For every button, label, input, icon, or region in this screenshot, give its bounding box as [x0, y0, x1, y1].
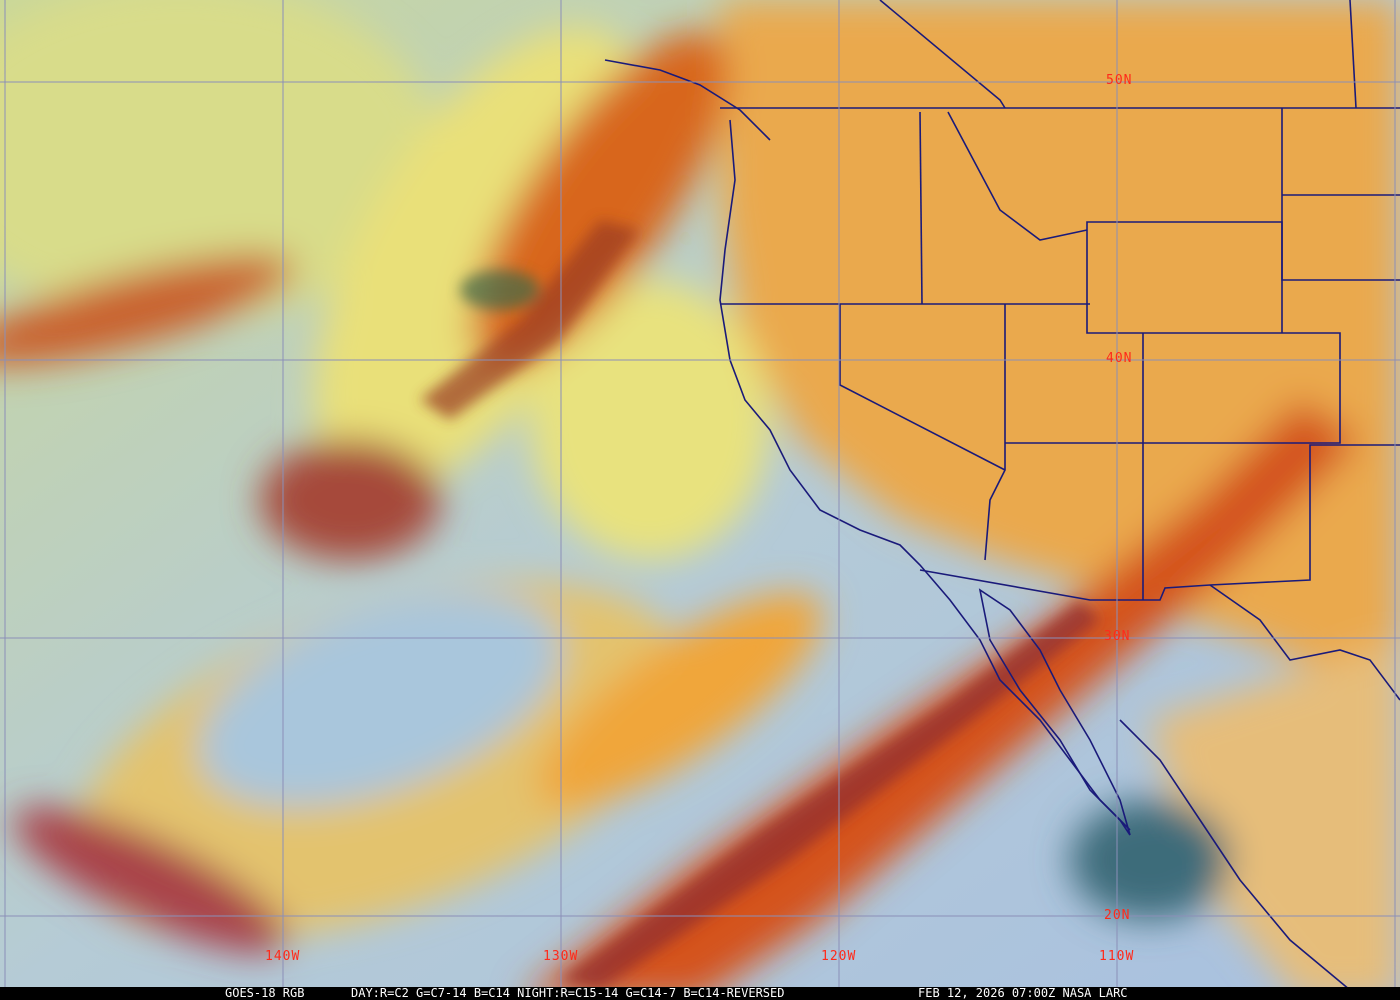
lat-label-20n: 20N	[1104, 908, 1131, 923]
lon-label-110w: 110W	[1099, 949, 1135, 964]
caption-recipe: DAY:R=C2 G=C7-14 B=C14 NIGHT:R=C15-14 G=…	[351, 986, 785, 1000]
image-caption-bar: GOES-18 RGB DAY:R=C2 G=C7-14 B=C14 NIGHT…	[0, 987, 1400, 1000]
caption-datetime: FEB 12, 2026 07:00Z NASA LARC	[918, 986, 1128, 1000]
lat-label-40n: 40N	[1106, 351, 1133, 366]
lon-label-140w: 140W	[265, 949, 301, 964]
lon-label-130w: 130W	[543, 949, 579, 964]
lat-label-30n: 30N	[1104, 629, 1131, 644]
caption-satellite: GOES-18 RGB	[225, 986, 305, 1000]
lat-label-50n: 50N	[1106, 73, 1133, 88]
lon-label-120w: 120W	[821, 949, 857, 964]
political-boundaries	[604, 0, 1400, 991]
